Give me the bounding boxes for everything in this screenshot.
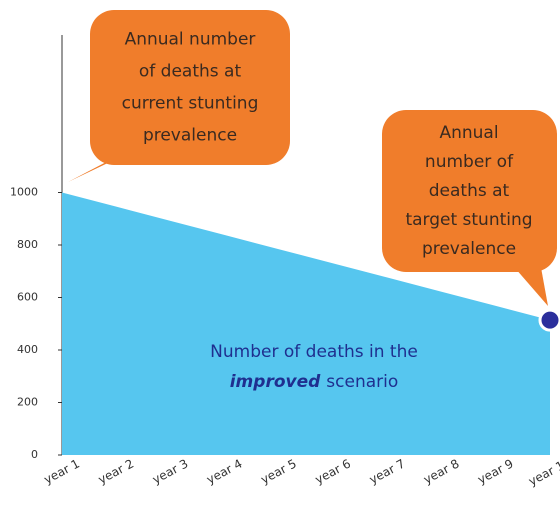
callout-box	[382, 110, 557, 272]
callout-text: current stunting	[122, 94, 259, 114]
callout-text: prevalence	[422, 239, 516, 259]
area-label-line: Number of deaths in the	[210, 342, 418, 362]
callout-box	[90, 10, 290, 165]
callout-pointer	[515, 262, 548, 306]
callout-text: prevalence	[143, 126, 237, 146]
y-tick-label: 600	[17, 291, 38, 304]
y-tick-label: 400	[17, 343, 38, 356]
x-tick-label: year 3	[150, 456, 190, 486]
callout-text: deaths at	[429, 181, 510, 201]
x-tick-label: year 9	[475, 456, 515, 486]
x-tick-label: year 8	[421, 456, 461, 486]
y-tick-label: 1000	[10, 186, 38, 199]
x-tick-label: year 6	[313, 456, 353, 486]
callout-text: Annual number	[125, 30, 256, 50]
callout-text: Annual	[439, 123, 498, 143]
callout-text: of deaths at	[139, 62, 242, 82]
y-tick-label: 200	[17, 396, 38, 409]
callout-text: number of	[425, 152, 514, 172]
y-tick-label: 800	[17, 238, 38, 251]
area-label-line: scenario	[326, 372, 398, 392]
area-label-emphasis: improved	[230, 372, 321, 392]
callout-text: target stunting	[405, 210, 532, 230]
area	[62, 192, 550, 455]
x-tick-label: year 4	[204, 456, 244, 486]
y-tick-label: 0	[31, 448, 38, 461]
area-label: improved scenario	[230, 372, 399, 392]
x-tick-label: year 7	[367, 456, 407, 486]
x-tick-label: year 1	[42, 456, 82, 486]
x-tick-label: year 10	[526, 455, 560, 489]
area-label: Number of deaths in the	[210, 342, 418, 362]
x-tick-label: year 5	[258, 456, 298, 486]
end-marker	[538, 308, 560, 332]
x-tick-label: year 2	[96, 456, 136, 486]
